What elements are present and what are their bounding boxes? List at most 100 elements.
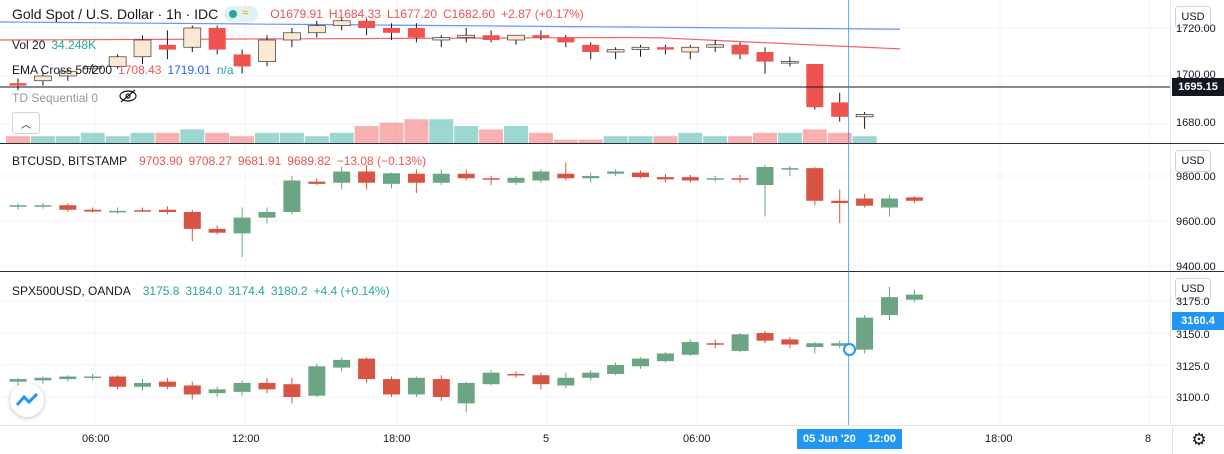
candle-body <box>333 359 351 368</box>
time-tick-1: 06:00 <box>82 433 110 445</box>
pane-divider-2[interactable] <box>0 271 1224 272</box>
candle-body <box>58 70 77 77</box>
btc-open: 9703.90 <box>139 154 183 168</box>
candle-body <box>457 34 476 38</box>
volume-bar <box>703 136 728 143</box>
settings-button[interactable]: ⚙ <box>1172 426 1224 454</box>
candle-body <box>905 197 923 201</box>
candle-body <box>631 46 650 50</box>
candle-body <box>432 379 450 397</box>
spx-chart[interactable] <box>0 272 1224 425</box>
candle-body <box>532 35 550 38</box>
candle-body <box>507 34 525 41</box>
tradingview-logo-icon <box>16 393 38 406</box>
candle-body <box>681 177 699 181</box>
gold-symbol-title[interactable]: Gold Spot / U.S. Dollar · 1h · IDC <box>12 6 219 22</box>
volume-bar <box>628 136 653 143</box>
candle-body <box>482 178 500 180</box>
candle-body <box>332 20 351 26</box>
candle-body <box>84 209 102 212</box>
gear-icon: ⚙ <box>1191 430 1207 449</box>
spx-symbol-title[interactable]: SPX500USD, OANDA <box>12 284 131 298</box>
volume-bar <box>379 122 404 143</box>
spx-tick-4: 3100.0 <box>1176 392 1210 404</box>
gold-low: L1677.20 <box>386 7 438 21</box>
btc-low: 9681.91 <box>237 154 282 168</box>
candle-body <box>731 178 749 180</box>
ema-legend[interactable]: EMA Cross 50/200 1708.43 1719.01 n/a <box>12 63 240 77</box>
candle-body <box>831 102 849 117</box>
spx-pane[interactable]: SPX500USD, OANDA 3175.8 3184.0 3174.4 31… <box>0 272 1224 425</box>
volume-bar <box>728 136 753 143</box>
btc-legend[interactable]: BTCUSD, BITSTAMP 9703.90 9708.27 9681.91… <box>12 154 432 168</box>
candle-body <box>358 20 376 28</box>
candle-body <box>158 44 176 50</box>
candle-body <box>308 181 326 184</box>
volume-bar <box>429 119 454 143</box>
candle-body <box>307 25 326 34</box>
candle-body <box>856 198 874 206</box>
candle-body <box>557 377 575 386</box>
candle-body <box>258 39 276 62</box>
ema-label: EMA Cross 50/200 <box>12 63 113 77</box>
btc-currency-button[interactable]: USD <box>1175 150 1211 172</box>
td-label: TD Sequential 0 <box>12 90 99 105</box>
collapse-legend-button[interactable]: ︿ <box>12 112 40 134</box>
market-status-icon: ≈ <box>224 6 259 22</box>
candle-body <box>532 375 550 385</box>
candle-body <box>233 54 251 67</box>
gold-chart[interactable] <box>0 0 1224 144</box>
volume-bar <box>30 136 55 143</box>
candle-body <box>358 171 376 183</box>
candle-body <box>283 32 301 41</box>
btc-symbol-title[interactable]: BTCUSD, BITSTAMP <box>12 154 128 168</box>
volume-bar <box>230 136 255 143</box>
td-legend[interactable]: TD Sequential 0 <box>12 89 144 106</box>
candle-body <box>258 212 276 218</box>
crosshair-point <box>843 343 856 356</box>
spx-high: 3184.0 <box>185 284 223 298</box>
candle-body <box>134 382 151 387</box>
candle-body <box>183 212 201 229</box>
time-axis[interactable]: 06:00 12:00 18:00 5 06:00 18:00 8 05 Jun… <box>0 425 1224 454</box>
volume-bar <box>827 132 852 143</box>
btc-chart[interactable] <box>0 144 1224 272</box>
volume-bar <box>180 129 205 143</box>
candle-body <box>383 379 400 395</box>
volume-bar <box>304 136 329 143</box>
candle-body <box>34 75 52 82</box>
candle-body <box>781 339 799 345</box>
volume-value: 34.248K <box>51 38 97 52</box>
volume-legend[interactable]: Vol 20 34.248K <box>12 38 102 52</box>
volume-bar <box>80 132 105 143</box>
pane-divider-1[interactable] <box>0 143 1224 144</box>
eye-hidden-icon[interactable] <box>118 89 138 106</box>
gold-currency-button[interactable]: USD <box>1175 6 1211 28</box>
volume-bar <box>130 132 155 143</box>
volume-bar <box>678 132 703 143</box>
candle-body <box>482 35 500 40</box>
volume-bar <box>279 132 304 143</box>
candle-body <box>283 384 301 397</box>
chevron-up-icon: ︿ <box>21 119 31 131</box>
candle-body <box>606 49 625 53</box>
candle-body <box>706 343 724 345</box>
spx-close: 3180.2 <box>270 284 308 298</box>
tradingview-logo[interactable] <box>10 383 44 417</box>
spx-open: 3175.8 <box>142 284 180 298</box>
candle-body <box>208 228 226 233</box>
spx-legend[interactable]: SPX500USD, OANDA 3175.8 3184.0 3174.4 31… <box>12 284 396 298</box>
candle-body <box>432 37 451 41</box>
volume-bar <box>329 132 354 143</box>
volume-bar <box>852 136 877 143</box>
candle-body <box>557 37 575 43</box>
candle-body <box>407 173 425 183</box>
gold-pane[interactable]: Gold Spot / U.S. Dollar · 1h · IDC ≈ O16… <box>0 0 1224 144</box>
btc-pane[interactable]: BTCUSD, BITSTAMP 9703.90 9708.27 9681.91… <box>0 144 1224 273</box>
spx-currency-button[interactable]: USD <box>1175 278 1211 300</box>
candle-body <box>358 358 376 380</box>
gold-tick-3: 1680.00 <box>1176 117 1216 129</box>
candle-body <box>881 198 898 208</box>
candle-body <box>482 372 500 385</box>
crosshair-time: 12:00 <box>867 433 896 445</box>
